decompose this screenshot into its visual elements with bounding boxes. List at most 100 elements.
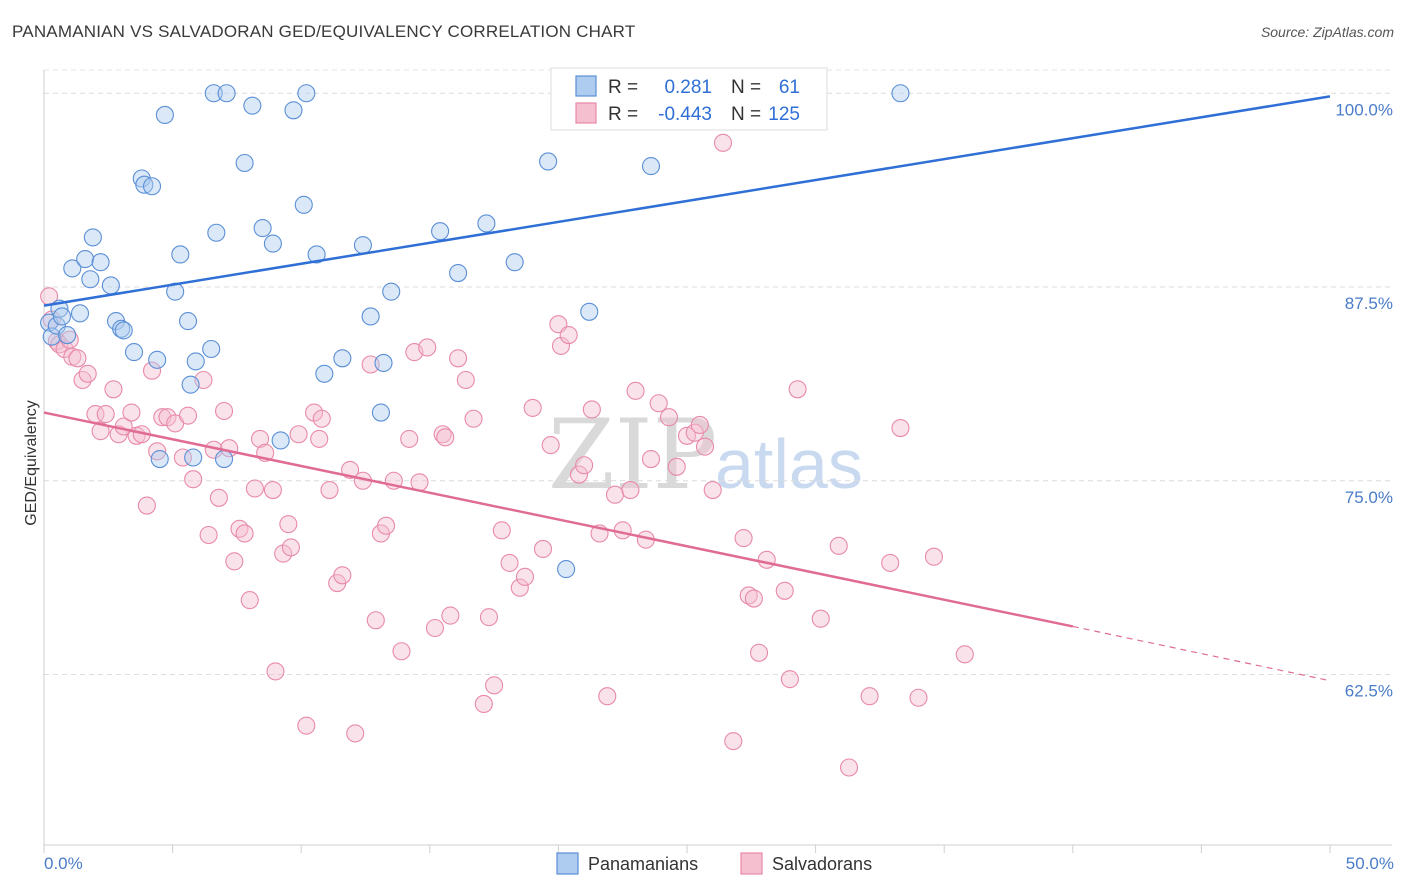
- series-swatch-salvadorans: [740, 852, 763, 875]
- panamanians-point: [557, 560, 576, 579]
- salvadorans-point: [433, 425, 452, 444]
- watermark-atlas: atlas: [715, 425, 863, 503]
- legend-swatch-pink: [575, 102, 597, 124]
- salvadorans-point: [263, 480, 282, 500]
- salvadorans-point: [829, 536, 848, 555]
- salvadorans-point: [312, 409, 331, 428]
- panamanians-point: [477, 214, 496, 233]
- salvadorans-point: [366, 611, 385, 630]
- salvadorans-point: [582, 400, 601, 419]
- salvadorans-point: [485, 676, 504, 695]
- salvadorans-point: [739, 586, 758, 605]
- series-swatch-panamanians: [556, 852, 579, 875]
- salvadorans-point: [605, 485, 625, 504]
- axes: [43, 70, 1392, 853]
- legend-r-label: R =: [608, 77, 638, 98]
- salvadorans-point: [757, 550, 776, 569]
- panamanians-point: [641, 157, 661, 176]
- salvadorans-point: [500, 553, 519, 572]
- panamanians-point: [353, 236, 372, 255]
- salvadorans-point: [474, 694, 493, 714]
- salvadorans-point: [780, 670, 799, 689]
- panamanians-point: [307, 245, 326, 264]
- salvadorans-point: [400, 429, 419, 448]
- panamanians-point: [101, 276, 120, 295]
- salvadorans-point: [479, 608, 499, 627]
- salvadorans-point: [96, 405, 115, 424]
- panamanians-point: [294, 195, 313, 214]
- salvadorans-trend-line: [43, 411, 1074, 628]
- panamanians-point: [202, 339, 221, 359]
- panamanians-point: [361, 307, 380, 326]
- legend-r-value: -0.443: [658, 104, 712, 125]
- salvadorans-point: [436, 428, 455, 447]
- panamanians-point: [135, 175, 154, 194]
- y-tick-label: 100.0%: [1335, 100, 1393, 119]
- salvadorans-point: [240, 591, 259, 610]
- panamanians-point: [207, 223, 226, 242]
- salvadorans-point: [78, 364, 97, 383]
- panamanians-point: [580, 302, 599, 321]
- salvadorans-point: [955, 645, 974, 664]
- panamanians-point: [315, 364, 334, 383]
- panamanians-point: [150, 449, 169, 469]
- panamanians-point: [891, 84, 910, 103]
- salvadorans-point: [713, 133, 733, 152]
- panamanians-point: [114, 321, 133, 340]
- salvadorans-point: [703, 480, 722, 500]
- panamanians-point: [148, 350, 167, 369]
- salvadorans-point: [346, 724, 365, 743]
- salvadorans-point: [881, 553, 900, 572]
- salvadorans-point: [541, 436, 560, 455]
- x-tick-label-min: 0.0%: [44, 854, 83, 873]
- salvadorans-point: [425, 618, 444, 638]
- salvadorans-point: [749, 643, 769, 662]
- panamanians-point: [70, 304, 90, 323]
- panamanians-point: [235, 153, 254, 173]
- salvadorans-point: [225, 552, 244, 571]
- salvadorans-point: [891, 418, 910, 438]
- salvadorans-point: [909, 688, 928, 707]
- legend-n-label: N =: [731, 77, 761, 98]
- panamanians-point: [333, 349, 352, 368]
- salvadorans-point: [173, 448, 192, 467]
- salvadorans-point: [245, 479, 264, 498]
- salvadorans-point: [449, 349, 468, 368]
- legend-box: [550, 67, 828, 131]
- panamanians-point: [155, 105, 174, 124]
- source-label: Source: ZipAtlas.com: [1260, 24, 1394, 40]
- salvadorans-point: [690, 415, 709, 435]
- panamanians-point: [253, 219, 272, 238]
- salvadorans-point: [310, 429, 329, 448]
- salvadorans-point: [734, 529, 753, 548]
- panamanians-point: [449, 263, 468, 283]
- series-legend: Panamanians Salvadorans: [556, 852, 872, 875]
- salvadorans-point: [320, 480, 339, 500]
- legend-n-value: 125: [768, 104, 800, 125]
- panamanians-point: [91, 253, 110, 272]
- salvadorans-point: [281, 538, 300, 557]
- salvadorans-point: [377, 516, 396, 535]
- panamanians-point: [271, 431, 290, 450]
- salvadorans-point: [659, 408, 679, 427]
- chart-title: PANAMANIAN VS SALVADORAN GED/EQUIVALENCY…: [12, 22, 636, 41]
- salvadorans-point: [441, 606, 460, 625]
- salvadorans-point: [621, 480, 640, 500]
- salvadorans-point: [695, 437, 715, 456]
- panamanians-point: [431, 222, 450, 241]
- salvadorans-point: [641, 449, 661, 469]
- panamanians-point: [171, 245, 190, 264]
- panamanians-trend-line: [43, 95, 1331, 307]
- legend-swatch-blue: [575, 75, 597, 97]
- panamanians-point: [186, 352, 205, 371]
- salvadorans-point: [104, 380, 123, 399]
- salvadorans-points: [40, 133, 974, 777]
- legend-r-value: 0.281: [664, 77, 712, 98]
- salvadorans-point: [575, 456, 594, 475]
- salvadorans-point: [839, 758, 859, 777]
- panamanians-point: [58, 325, 77, 345]
- salvadorans-point: [626, 381, 645, 400]
- salvadorans-point: [569, 465, 589, 484]
- panamanians-point: [142, 177, 162, 196]
- salvadorans-point: [333, 566, 352, 585]
